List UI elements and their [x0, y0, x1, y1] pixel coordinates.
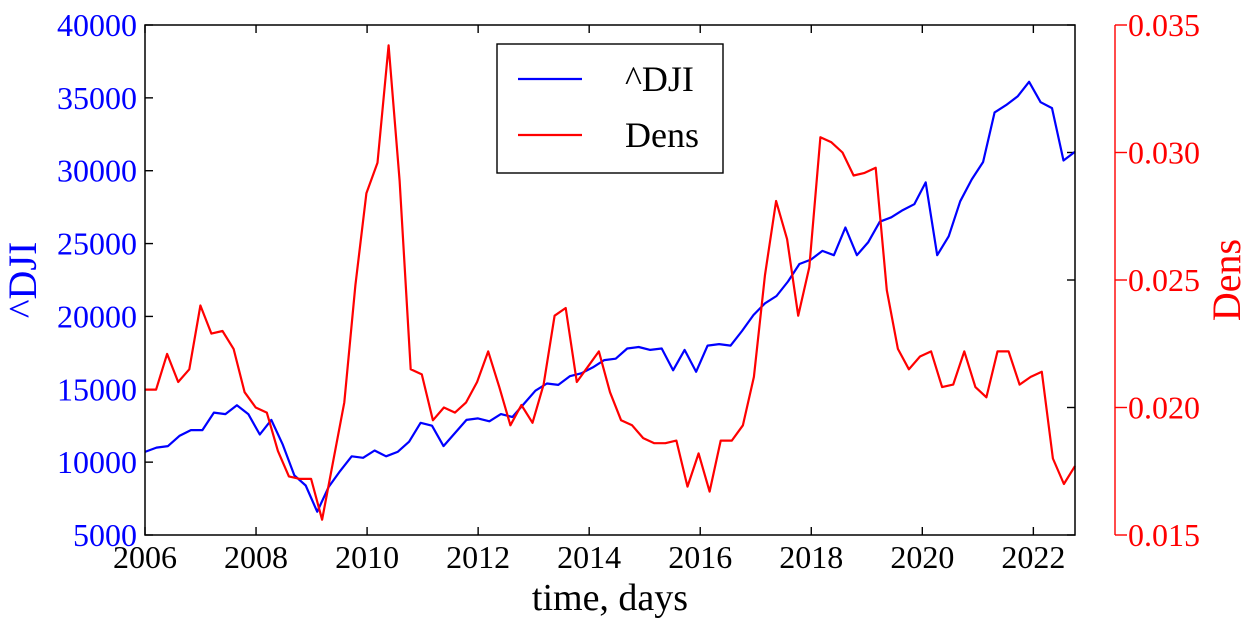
legend: ^DJI Dens — [496, 43, 724, 174]
left-y-tick-label: 5000 — [73, 517, 137, 553]
x-tick-label: 2020 — [890, 539, 954, 575]
x-axis-label: time, days — [532, 577, 688, 619]
right-y-tick-label: 0.020 — [1128, 390, 1200, 426]
legend-dens-label: Dens — [625, 115, 699, 155]
series-line-dji — [144, 80, 1076, 513]
left-y-tick-label: 25000 — [57, 226, 137, 262]
right-y-tick-label: 0.035 — [1128, 7, 1200, 43]
legend-dji-label: ^DJI — [625, 59, 694, 99]
x-tick-label: 2016 — [668, 539, 732, 575]
x-tick-label: 2006 — [113, 539, 177, 575]
axis-ticks — [144, 24, 1127, 536]
left-axis-label: ^DJI — [0, 242, 45, 319]
right-y-tick-label: 0.025 — [1128, 262, 1200, 298]
x-tick-label: 2022 — [1001, 539, 1065, 575]
left-y-tick-label: 15000 — [57, 371, 137, 407]
series-layer — [144, 44, 1076, 521]
left-y-tick-label: 40000 — [57, 7, 137, 43]
left-y-tick-label: 30000 — [57, 153, 137, 189]
right-y-tick-label: 0.030 — [1128, 135, 1200, 171]
right-y-tick-label: 0.015 — [1128, 517, 1200, 553]
x-tick-label: 2008 — [224, 539, 288, 575]
left-y-tick-label: 35000 — [57, 80, 137, 116]
right-axis-label: Dens — [1204, 239, 1249, 321]
legend-box — [496, 43, 724, 174]
plot-area-frame — [144, 24, 1076, 536]
x-tick-label: 2018 — [779, 539, 843, 575]
x-tick-label: 2014 — [557, 539, 621, 575]
left-y-tick-label: 20000 — [57, 298, 137, 334]
tick-labels: 2006 2008 2010 2012 2014 2016 2018 2020 2022 5000… — [57, 7, 1200, 575]
x-tick-label: 2012 — [446, 539, 510, 575]
x-tick-label: 2010 — [335, 539, 399, 575]
left-y-tick-label: 10000 — [57, 444, 137, 480]
series-line-dens — [145, 44, 1076, 521]
